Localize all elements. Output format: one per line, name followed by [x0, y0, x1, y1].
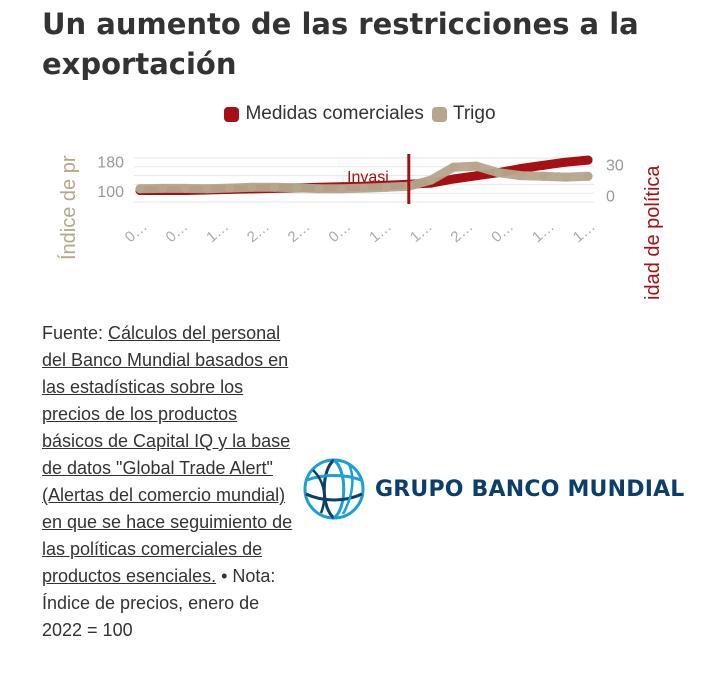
legend-label-trigo: Trigo	[452, 103, 496, 124]
data-point-trigo	[449, 162, 459, 172]
legend-swatch-trigo	[431, 106, 447, 122]
globe-icon	[303, 458, 365, 520]
data-point-trigo	[471, 161, 481, 171]
annotation-label: Invasi…	[347, 169, 405, 186]
data-point-trigo	[538, 171, 548, 181]
legend-label-medidas: Medidas comerciales	[245, 103, 424, 124]
x-tick-label: 0…	[162, 218, 191, 246]
y-right-tick-label: 0	[606, 189, 615, 206]
data-point-medidas-comerciales	[583, 155, 593, 165]
y-left-tick-label: 180	[97, 155, 124, 172]
legend-swatch-medidas	[224, 106, 240, 122]
data-point-trigo	[269, 182, 279, 192]
chart-area: 180 100 30 0 Índice de pr idad de política 0… 0…	[57, 154, 664, 300]
x-tick-label: 1…	[407, 218, 436, 246]
data-point-trigo	[314, 184, 324, 194]
x-tick-label: 1…	[529, 218, 558, 246]
data-point-trigo	[359, 183, 369, 193]
source-note-text: • Nota: Índice de precios, enero de 2022…	[42, 566, 276, 640]
y-left-tick-label: 100	[97, 184, 124, 201]
data-point-trigo	[516, 171, 526, 181]
data-point-trigo	[337, 184, 347, 194]
x-tick-label: 0…	[325, 218, 354, 246]
x-tick-label: 2…	[448, 218, 477, 246]
data-point-trigo	[561, 172, 571, 182]
x-tick-label: 2…	[285, 218, 314, 246]
source-link[interactable]: Cálculos del personal del Banco Mundial …	[42, 323, 293, 586]
data-point-trigo	[381, 182, 391, 192]
data-point-trigo	[426, 175, 436, 185]
x-tick-label: 2…	[244, 218, 273, 246]
world-bank-logo[interactable]: GRUPO BANCO MUNDIAL	[303, 458, 685, 520]
data-point-medidas-comerciales	[516, 163, 526, 173]
y-right-tick-label: 30	[606, 157, 624, 174]
data-point-trigo	[247, 182, 257, 192]
x-tick-label: 1…	[203, 218, 232, 246]
legend-item-medidas[interactable]: Medidas comerciales	[224, 103, 424, 125]
source-note: Fuente: Cálculos del personal del Banco …	[42, 320, 297, 644]
data-point-medidas-comerciales	[449, 174, 459, 184]
x-tick-label: 1…	[570, 218, 599, 246]
data-point-trigo	[292, 183, 302, 193]
data-point-trigo	[180, 183, 190, 193]
legend-item-trigo[interactable]: Trigo	[431, 103, 496, 125]
chart-title: Un aumento de las restricciones a la exp…	[42, 7, 639, 81]
source-prefix: Fuente:	[42, 323, 109, 343]
data-point-trigo	[493, 168, 503, 178]
data-point-trigo	[135, 184, 145, 194]
data-point-trigo	[225, 183, 235, 193]
y-left-axis-title: Índice de pr	[57, 155, 80, 260]
data-point-medidas-comerciales	[471, 171, 481, 181]
data-point-medidas-comerciales	[561, 157, 571, 167]
data-point-medidas-comerciales	[538, 160, 548, 170]
data-point-trigo	[583, 171, 593, 181]
y-right-axis-title: idad de política	[642, 165, 664, 300]
chart-legend: Medidas comerciales Trigo	[0, 103, 720, 125]
x-tick-label: 0…	[488, 218, 517, 246]
data-point-trigo	[157, 183, 167, 193]
logo-text: GRUPO BANCO MUNDIAL	[375, 476, 685, 502]
x-tick-label: 0…	[122, 218, 151, 246]
data-point-trigo	[202, 184, 212, 194]
x-tick-label: 1…	[366, 218, 395, 246]
